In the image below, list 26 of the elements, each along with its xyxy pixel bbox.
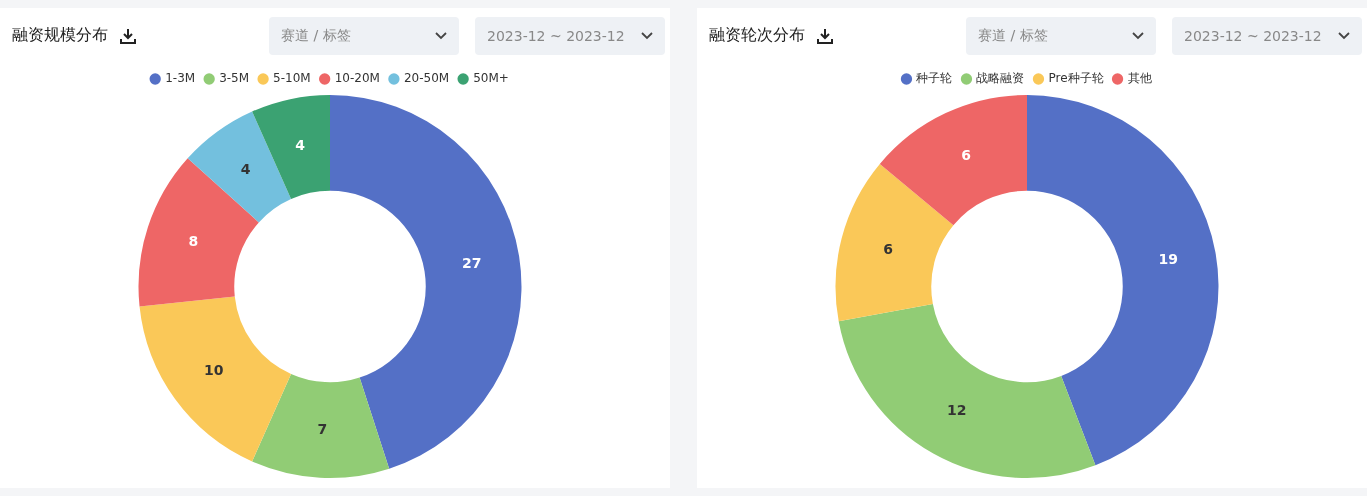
- data-label: 4: [295, 136, 306, 153]
- data-label: 19: [1158, 251, 1178, 268]
- text: 赛道 / 标签: [978, 26, 1048, 45]
- legend-label: 20-50M: [403, 71, 450, 86]
- data-label: 8: [188, 232, 199, 249]
- data-label: 7: [317, 420, 328, 437]
- text: 赛道 / 标签: [281, 26, 351, 45]
- text: 2023-12 ~ 2023-12: [487, 27, 625, 44]
- chart-title: 融资轮次分布: [709, 25, 805, 46]
- data-label: 10: [204, 361, 224, 378]
- chart-title: 融资规模分布: [12, 25, 108, 46]
- data-label: 6: [883, 240, 893, 257]
- legend-label: 其他: [1127, 71, 1152, 86]
- legend-label: 50M+: [473, 71, 509, 86]
- legend-label: Pre种子轮: [1048, 71, 1104, 86]
- data-label: 27: [462, 254, 482, 271]
- legend-label: 战略融资: [976, 71, 1025, 86]
- legend-label: 3-5M: [219, 71, 250, 86]
- legend-label: 种子轮: [916, 71, 953, 86]
- legend-label: 10-20M: [334, 71, 380, 86]
- legend-label: 5-10M: [273, 71, 311, 86]
- data-label: 6: [961, 147, 971, 164]
- data-label: 4: [240, 160, 251, 177]
- data-label: 12: [946, 402, 967, 419]
- legend-label: 1-3M: [165, 71, 196, 86]
- text: 2023-12 ~ 2023-12: [1184, 27, 1322, 44]
